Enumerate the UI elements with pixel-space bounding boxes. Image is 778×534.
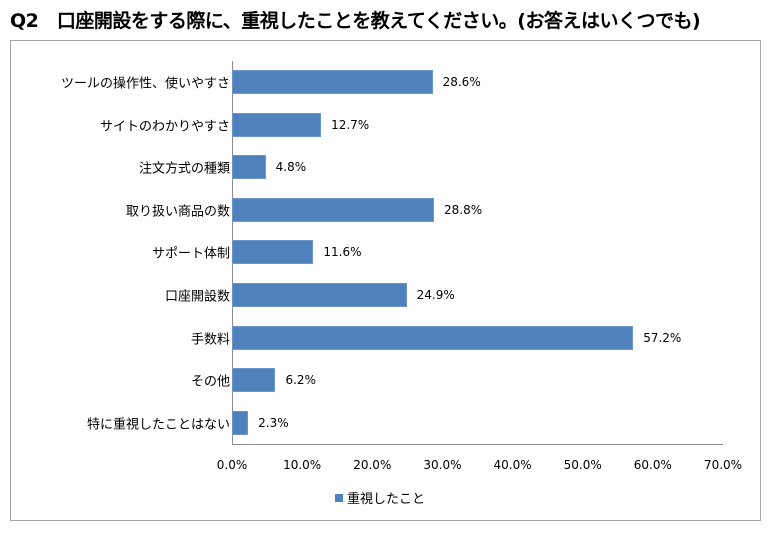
bar: [232, 410, 249, 435]
category-label: 手数料: [190, 332, 230, 348]
x-tick-label: 20.0%: [353, 458, 392, 472]
bar: [232, 368, 276, 393]
legend: 重視したこと: [335, 488, 425, 507]
x-tick-label: 40.0%: [493, 458, 532, 472]
bar: [232, 240, 314, 265]
page-title: Q2 口座開設をする際に、重視したことを教えてください。(お答えはいくつでも): [10, 10, 701, 32]
data-label: 24.9%: [416, 288, 455, 302]
x-tick-label: 60.0%: [633, 458, 672, 472]
data-label: 12.7%: [331, 117, 370, 132]
category-label: 注文方式の種類: [138, 161, 230, 177]
data-label: 2.3%: [258, 415, 289, 430]
data-label: 28.6%: [442, 75, 481, 89]
bar: [232, 155, 266, 180]
category-label: サポート体制: [151, 246, 230, 262]
legend-swatch-icon: [335, 493, 343, 502]
data-label: 11.6%: [323, 245, 362, 260]
x-tick-label: 50.0%: [563, 458, 602, 472]
category-label: 口座開設数: [164, 289, 230, 305]
x-tick-label: 0.0%: [216, 458, 248, 472]
data-label: 4.8%: [275, 160, 307, 175]
x-tick-label: 70.0%: [703, 458, 743, 472]
x-tick-label: 10.0%: [283, 458, 322, 472]
chart-frame: [10, 40, 761, 521]
category-label: サイトのわかりやすさ: [99, 119, 230, 135]
bar: [232, 70, 433, 94]
bar: [232, 325, 634, 350]
bar: [232, 112, 322, 137]
x-tick-label: 30.0%: [423, 458, 462, 472]
category-label: ツールの操作性、使いやすさ: [60, 76, 230, 92]
bar: [232, 283, 407, 307]
bar: [232, 197, 434, 222]
data-label: 28.8%: [444, 202, 483, 217]
data-label: 6.2%: [285, 373, 316, 388]
category-label: 特に重視したことはない: [86, 417, 230, 433]
data-label: 57.2%: [643, 330, 682, 345]
category-label: 取り扱い商品の数: [125, 204, 230, 220]
category-label: その他: [190, 374, 230, 390]
legend-label: 重視したこと: [347, 492, 426, 507]
